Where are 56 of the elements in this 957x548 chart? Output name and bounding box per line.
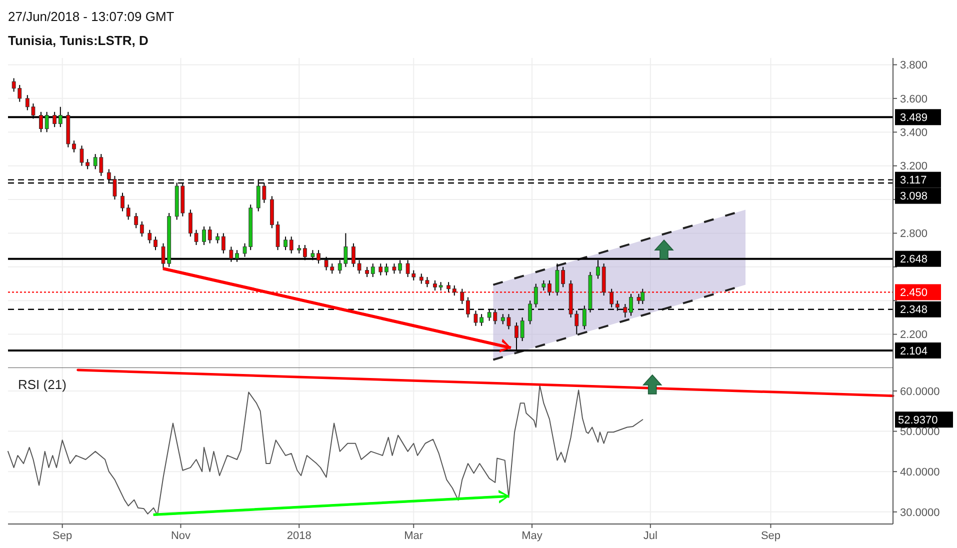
ref-line-label: 3.117 — [900, 174, 927, 187]
candlestick — [148, 229, 152, 244]
x-tick-label: Nov — [170, 530, 192, 542]
text: RSI (21) — [18, 377, 66, 392]
candlestick — [636, 293, 641, 304]
chart-subtitle: Tunisia, Tunis:LSTR, D — [8, 33, 148, 48]
candlestick — [140, 220, 144, 238]
y-tick-label: 2.200 — [900, 329, 928, 342]
x-tick-label: Jul — [643, 530, 658, 542]
y-tick-label: 3.800 — [900, 60, 928, 72]
candlestick — [384, 263, 388, 276]
ref-line-label: 2.348 — [900, 304, 928, 316]
ref-line-label: 2.450 — [900, 287, 928, 300]
y-tick-label: 60.0000 — [900, 386, 940, 398]
candlestick — [520, 316, 524, 342]
candlestick — [289, 236, 294, 254]
candlestick — [134, 212, 138, 229]
ref-line-label: 2.648 — [900, 254, 928, 266]
candlestick — [154, 236, 158, 251]
y-tick-label: 30.0000 — [900, 506, 940, 519]
candlestick — [433, 280, 437, 291]
candlestick — [72, 140, 76, 153]
candlestick — [640, 288, 645, 304]
x-tick-label: May — [522, 530, 543, 542]
candlestick — [208, 226, 212, 244]
candlestick — [548, 280, 552, 296]
candlestick — [460, 288, 464, 304]
x-tick-label: Mar — [404, 530, 424, 542]
candlestick — [452, 284, 456, 296]
candlestick — [370, 263, 375, 278]
y-tick-label: 2.800 — [900, 228, 928, 240]
y-tick-label: 3.200 — [900, 160, 928, 173]
candlestick — [392, 263, 396, 274]
chart-title: 27/Jun/2018 - 13:07:09 GMT — [8, 9, 174, 24]
ref-line-label: 3.489 — [900, 112, 928, 124]
candlestick — [365, 266, 369, 278]
candlestick — [534, 283, 538, 308]
legend-label: 3.098 — [900, 190, 928, 203]
candlestick — [446, 282, 451, 293]
ref-line-label: 2.104 — [900, 345, 928, 358]
candlestick — [120, 192, 124, 212]
candlestick — [216, 232, 220, 244]
y-tick-label: 40.0000 — [900, 466, 940, 478]
x-tick-label: 2018 — [286, 530, 312, 542]
y-tick-label: 3.400 — [900, 126, 928, 139]
y-tick-label: 50.0000 — [900, 426, 940, 438]
candlestick — [202, 226, 206, 246]
y-tick-label: 3.600 — [900, 93, 928, 106]
candlestick — [221, 232, 226, 254]
text: 52.9370 — [898, 414, 938, 426]
candlestick — [126, 204, 130, 220]
x-tick-label: Sep — [760, 530, 781, 542]
candlestick — [378, 263, 383, 276]
x-tick-label: Sep — [52, 530, 72, 542]
candlestick — [542, 280, 546, 291]
candlestick — [284, 236, 288, 251]
